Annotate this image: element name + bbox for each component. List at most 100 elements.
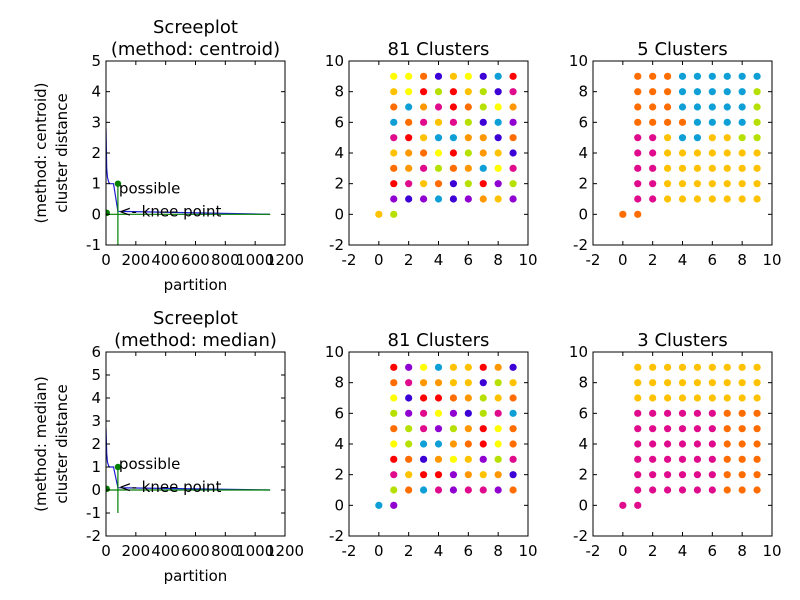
scatter-point <box>634 394 642 402</box>
x-tick-label: 10 <box>762 542 781 560</box>
scatter-point <box>449 455 458 463</box>
scatter-point <box>738 118 746 126</box>
plot-area <box>619 363 761 509</box>
y-tick-label: 10 <box>325 52 344 70</box>
scatter-point <box>634 471 642 479</box>
scatter-point <box>434 149 443 157</box>
y-tick-label: 4 <box>334 144 344 162</box>
scatter-point <box>723 88 731 96</box>
scatter-point <box>434 118 443 126</box>
scatter-point <box>494 134 502 142</box>
scatter-point <box>753 134 761 142</box>
scatter-point <box>405 88 413 96</box>
scatter-point <box>663 455 672 463</box>
y-tick-label: 0 <box>91 481 101 499</box>
scatter-point <box>678 455 687 463</box>
y-tick-label: -2 <box>329 527 344 545</box>
x-tick-label: 400 <box>151 542 180 560</box>
scatter-point <box>449 103 458 111</box>
scatter-point <box>634 149 642 157</box>
scatter-point <box>405 425 413 433</box>
marker-point-0 <box>106 209 110 216</box>
x-tick-label: 200 <box>122 251 151 269</box>
scatter-point <box>494 425 502 433</box>
y-tick-label: 6 <box>334 113 344 131</box>
scatter-point <box>434 72 443 80</box>
scatter-point <box>479 379 487 387</box>
chart-title-line-2: (method: median) <box>114 330 277 351</box>
scatter-point <box>723 409 731 417</box>
scatter-point <box>753 164 761 172</box>
scatter-point <box>390 72 398 80</box>
scatter-point <box>464 471 472 479</box>
scatter-point <box>449 486 458 494</box>
scatter-point <box>634 72 642 80</box>
scatter-point <box>449 180 458 188</box>
scatter-point <box>708 425 716 433</box>
scatter-point <box>419 425 428 433</box>
scatter-point <box>678 195 687 203</box>
y-tick-label: -1 <box>86 236 101 254</box>
scatter-point <box>434 134 443 142</box>
scatter-point <box>753 379 761 387</box>
scatter-point <box>738 455 746 463</box>
scatter-point <box>509 425 517 433</box>
y-tick-label: -2 <box>573 236 588 254</box>
scatter-point <box>390 486 398 494</box>
scatter-point <box>738 134 746 142</box>
y-tick-label: 2 <box>334 466 344 484</box>
scatter-point <box>494 363 502 371</box>
scatter-point <box>419 471 428 479</box>
y-tick-label: 4 <box>334 435 344 453</box>
x-tick-label: 1200 <box>266 542 304 560</box>
scatter-point <box>678 134 687 142</box>
scatter-point <box>634 195 642 203</box>
scatter-point <box>419 455 428 463</box>
scatter-point <box>723 471 731 479</box>
scatter-point <box>678 164 687 172</box>
scatter-point <box>494 486 502 494</box>
scatter-point <box>693 164 702 172</box>
x-tick-label: 4 <box>678 251 688 269</box>
scatter-point <box>419 164 428 172</box>
chart-scatter-median-81: -2 0 2 4 6 8 10 -2 0 2 4 6 8 10 81 Clusters <box>325 330 538 560</box>
scatter-point <box>649 379 657 387</box>
scatter-point <box>753 486 761 494</box>
x-tick-label: 10 <box>518 251 537 269</box>
scatter-point <box>708 118 716 126</box>
scatter-point <box>708 164 716 172</box>
scatter-point <box>464 180 472 188</box>
scatter-point <box>663 103 672 111</box>
scatter-point <box>738 394 746 402</box>
scatter-point <box>678 440 687 448</box>
scatter-point <box>738 471 746 479</box>
x-tick-label: 10 <box>518 542 537 560</box>
scatter-point <box>464 409 472 417</box>
scatter-point <box>464 440 472 448</box>
scatter-point <box>663 180 672 188</box>
scatter-point <box>634 379 642 387</box>
scatter-point <box>708 149 716 157</box>
scatter-point <box>708 363 716 371</box>
x-tick-label: 800 <box>211 251 240 269</box>
scatter-point <box>723 134 731 142</box>
scatter-point <box>649 103 657 111</box>
x-axis-label: partition <box>164 567 228 585</box>
scatter-point-extra-0 <box>375 210 383 218</box>
y-tick-label: -1 <box>86 504 101 522</box>
scatter-point <box>464 195 472 203</box>
scatter-point <box>663 149 672 157</box>
x-tick-label: 6 <box>708 251 718 269</box>
scatter-point <box>753 103 761 111</box>
x-tick-label: 800 <box>211 542 240 560</box>
scatter-point <box>753 394 761 402</box>
scatter-point <box>753 195 761 203</box>
scatter-point <box>663 118 672 126</box>
scatter-point <box>419 379 428 387</box>
y-tick-label: 2 <box>578 175 588 193</box>
scatter-point <box>753 409 761 417</box>
scatter-point <box>419 103 428 111</box>
y-tick-label: 3 <box>91 412 101 430</box>
y-tick-label: -2 <box>573 527 588 545</box>
scatter-point <box>663 72 672 80</box>
